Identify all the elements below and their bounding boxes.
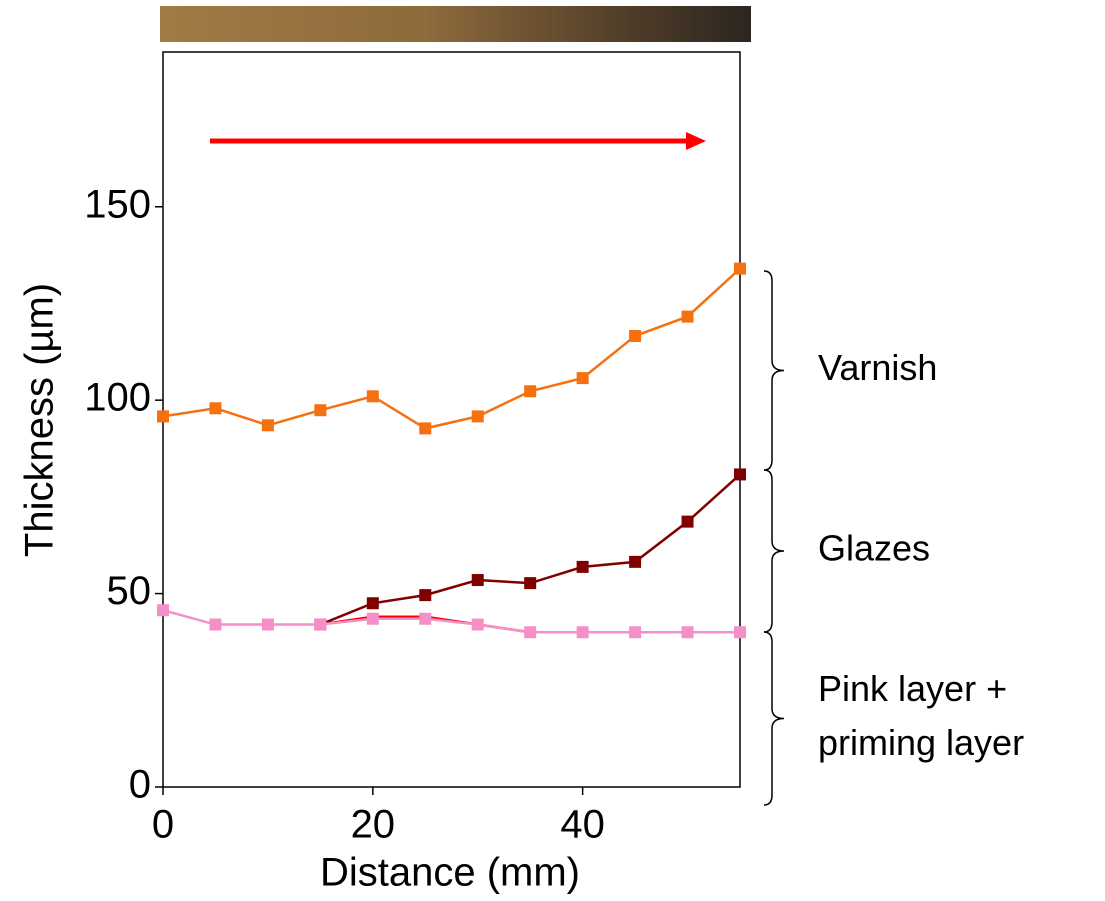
- marker: [577, 372, 589, 384]
- marker: [524, 626, 536, 638]
- marker: [472, 410, 484, 422]
- y-tick-label: 100: [84, 376, 151, 420]
- marker: [157, 410, 169, 422]
- marker: [419, 422, 431, 434]
- marker: [682, 311, 694, 323]
- marker: [472, 574, 484, 586]
- marker: [209, 402, 221, 414]
- series-line: [163, 610, 740, 632]
- marker: [314, 619, 326, 631]
- annotation: priming layer: [818, 722, 1024, 763]
- marker: [577, 561, 589, 573]
- sample-strip: [160, 6, 751, 42]
- bracket: [764, 632, 784, 805]
- marker: [682, 516, 694, 528]
- bracket: [764, 470, 784, 632]
- marker: [367, 613, 379, 625]
- marker: [629, 556, 641, 568]
- bracket: [764, 271, 784, 470]
- series-line: [163, 269, 740, 429]
- series-line: [320, 474, 740, 624]
- marker: [524, 385, 536, 397]
- marker: [734, 468, 746, 480]
- marker: [157, 604, 169, 616]
- x-tick-label: 0: [152, 803, 174, 847]
- marker: [367, 390, 379, 402]
- annotation: Glazes: [818, 528, 930, 569]
- arrow-head: [686, 132, 706, 150]
- marker: [262, 619, 274, 631]
- marker: [419, 613, 431, 625]
- x-tick-label: 40: [560, 803, 605, 847]
- marker: [419, 589, 431, 601]
- marker: [472, 619, 484, 631]
- y-tick-label: 150: [84, 182, 151, 226]
- y-tick-label: 0: [129, 763, 151, 807]
- marker: [367, 597, 379, 609]
- marker: [629, 626, 641, 638]
- y-axis-title: Thickness (µm): [18, 283, 62, 557]
- chart: Distance (mm) Thickness (µm) 0 50 100 150 0 2…: [0, 0, 1105, 901]
- marker: [209, 619, 221, 631]
- y-tick-label: 50: [107, 569, 152, 613]
- marker: [682, 626, 694, 638]
- marker: [734, 263, 746, 275]
- annotation: Pink layer +: [818, 668, 1007, 709]
- marker: [629, 330, 641, 342]
- annotation: Varnish: [818, 347, 937, 388]
- x-tick-label: 20: [351, 803, 396, 847]
- marker: [524, 577, 536, 589]
- marker: [262, 419, 274, 431]
- marker: [734, 626, 746, 638]
- marker: [314, 404, 326, 416]
- marker: [577, 626, 589, 638]
- x-axis-title: Distance (mm): [320, 851, 580, 895]
